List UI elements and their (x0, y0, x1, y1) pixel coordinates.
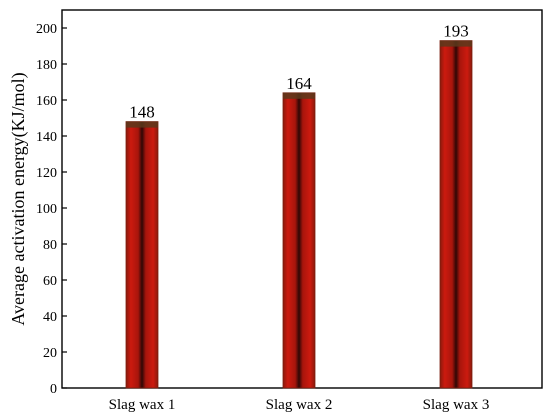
bar-cap-2 (283, 92, 315, 99)
y-axis-ticks: 0 20 40 60 80 100 120 140 160 180 200 (36, 22, 67, 397)
data-label-2: 164 (286, 74, 312, 93)
x-category-label: Slag wax 1 (109, 397, 176, 413)
y-tick-label: 100 (36, 202, 57, 217)
bar-3 (439, 40, 473, 389)
x-category-label: Slag wax 2 (266, 397, 333, 413)
bar-cap-1 (126, 121, 158, 128)
data-label-1: 148 (129, 103, 155, 122)
x-category-label: Slag wax 3 (423, 397, 490, 413)
y-tick-label: 60 (43, 274, 57, 289)
y-tick-label: 40 (43, 310, 57, 325)
x-axis-labels: Slag wax 1 Slag wax 2 Slag wax 3 (109, 397, 490, 413)
y-tick-label: 80 (43, 238, 57, 253)
bar-2 (282, 92, 316, 389)
bar-1 (125, 121, 159, 389)
y-tick-label: 160 (36, 94, 57, 109)
bars: 148 164 193 (125, 22, 473, 389)
data-label-3: 193 (443, 22, 469, 41)
y-tick-label: 140 (36, 130, 57, 145)
y-tick-label: 20 (43, 346, 57, 361)
y-tick-label: 0 (50, 382, 57, 397)
y-tick-label: 120 (36, 166, 57, 181)
bar-cap-3 (440, 40, 472, 47)
y-tick-label: 180 (36, 58, 57, 73)
y-axis-title: Average activation energy(KJ/mol) (8, 72, 29, 325)
y-tick-label: 200 (36, 22, 57, 37)
